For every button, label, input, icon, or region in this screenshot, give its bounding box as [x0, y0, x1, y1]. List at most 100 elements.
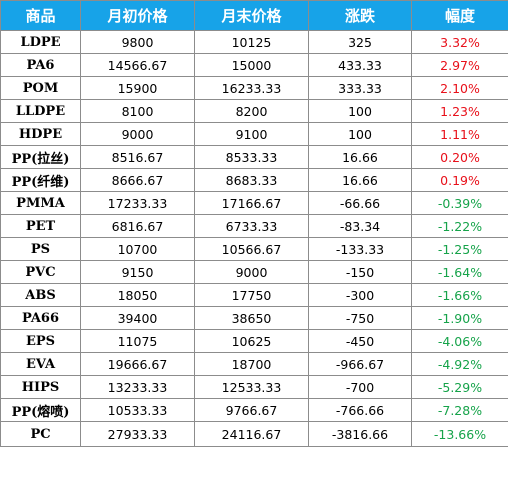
table-row: PA6 14566.67 15000 433.33 2.97% [0, 53, 508, 77]
percent-change-cell: 0.19% [411, 168, 508, 192]
price-table: 商品 月初价格 月末价格 涨跌 幅度 LDPE 9800 10125 325 3.32%… [0, 0, 508, 447]
start-price-cell: 10700 [80, 237, 195, 261]
end-price-cell: 9000 [194, 260, 309, 284]
start-price-cell: 39400 [80, 306, 195, 330]
table-row: HDPE 9000 9100 100 1.11% [0, 122, 508, 146]
commodity-name-cell: POM [0, 76, 81, 100]
table-row: ABS 18050 17750 -300 -1.66% [0, 283, 508, 307]
commodity-name-cell: LDPE [0, 30, 81, 54]
end-price-cell: 8533.33 [194, 145, 309, 169]
change-cell: 333.33 [308, 76, 412, 100]
header-percent: 幅度 [411, 0, 508, 31]
end-price-cell: 17166.67 [194, 191, 309, 215]
start-price-cell: 8100 [80, 99, 195, 123]
commodity-name-cell: PS [0, 237, 81, 261]
start-price-cell: 17233.33 [80, 191, 195, 215]
change-cell: -766.66 [308, 398, 412, 422]
commodity-name-cell: HIPS [0, 375, 81, 399]
percent-change-cell: -7.28% [411, 398, 508, 422]
percent-change-cell: -1.64% [411, 260, 508, 284]
percent-change-cell: -5.29% [411, 375, 508, 399]
percent-change-cell: 2.10% [411, 76, 508, 100]
percent-change-cell: 2.97% [411, 53, 508, 77]
end-price-cell: 24116.67 [194, 421, 309, 447]
commodity-name-cell: PC [0, 421, 81, 447]
table-row: EPS 11075 10625 -450 -4.06% [0, 329, 508, 353]
change-cell: 16.66 [308, 145, 412, 169]
end-price-cell: 12533.33 [194, 375, 309, 399]
end-price-cell: 16233.33 [194, 76, 309, 100]
table-row: POM 15900 16233.33 333.33 2.10% [0, 76, 508, 100]
percent-change-cell: 0.20% [411, 145, 508, 169]
commodity-name-cell: PA6 [0, 53, 81, 77]
commodity-name-cell: PP(拉丝) [0, 145, 81, 169]
table-row: PS 10700 10566.67 -133.33 -1.25% [0, 237, 508, 261]
change-cell: -150 [308, 260, 412, 284]
header-start-price: 月初价格 [80, 0, 195, 31]
header-change: 涨跌 [308, 0, 412, 31]
change-cell: -700 [308, 375, 412, 399]
start-price-cell: 9800 [80, 30, 195, 54]
table-row: PMMA 17233.33 17166.67 -66.66 -0.39% [0, 191, 508, 215]
start-price-cell: 19666.67 [80, 352, 195, 376]
start-price-cell: 18050 [80, 283, 195, 307]
percent-change-cell: -1.25% [411, 237, 508, 261]
percent-change-cell: -0.39% [411, 191, 508, 215]
percent-change-cell: -4.92% [411, 352, 508, 376]
change-cell: -300 [308, 283, 412, 307]
end-price-cell: 9766.67 [194, 398, 309, 422]
start-price-cell: 27933.33 [80, 421, 195, 447]
commodity-name-cell: PMMA [0, 191, 81, 215]
header-end-price: 月末价格 [194, 0, 309, 31]
percent-change-cell: 3.32% [411, 30, 508, 54]
percent-change-cell: 1.11% [411, 122, 508, 146]
commodity-name-cell: LLDPE [0, 99, 81, 123]
end-price-cell: 9100 [194, 122, 309, 146]
commodity-name-cell: PP(熔喷) [0, 398, 81, 422]
commodity-name-cell: EVA [0, 352, 81, 376]
commodity-name-cell: EPS [0, 329, 81, 353]
percent-change-cell: -13.66% [411, 421, 508, 447]
end-price-cell: 17750 [194, 283, 309, 307]
percent-change-cell: -1.22% [411, 214, 508, 238]
change-cell: -450 [308, 329, 412, 353]
end-price-cell: 10625 [194, 329, 309, 353]
table-row: PVC 9150 9000 -150 -1.64% [0, 260, 508, 284]
change-cell: -3816.66 [308, 421, 412, 447]
table-row: PC 27933.33 24116.67 -3816.66 -13.66% [0, 421, 508, 447]
end-price-cell: 6733.33 [194, 214, 309, 238]
table-row: LDPE 9800 10125 325 3.32% [0, 30, 508, 54]
change-cell: -66.66 [308, 191, 412, 215]
change-cell: 433.33 [308, 53, 412, 77]
percent-change-cell: -1.90% [411, 306, 508, 330]
table-row: EVA 19666.67 18700 -966.67 -4.92% [0, 352, 508, 376]
commodity-name-cell: PA66 [0, 306, 81, 330]
start-price-cell: 6816.67 [80, 214, 195, 238]
header-row: 商品 月初价格 月末价格 涨跌 幅度 [0, 0, 508, 31]
start-price-cell: 13233.33 [80, 375, 195, 399]
commodity-name-cell: ABS [0, 283, 81, 307]
end-price-cell: 10566.67 [194, 237, 309, 261]
change-cell: -750 [308, 306, 412, 330]
end-price-cell: 8200 [194, 99, 309, 123]
change-cell: 325 [308, 30, 412, 54]
table-row: PP(熔喷) 10533.33 9766.67 -766.66 -7.28% [0, 398, 508, 422]
start-price-cell: 9150 [80, 260, 195, 284]
commodity-name-cell: PP(纤维) [0, 168, 81, 192]
end-price-cell: 38650 [194, 306, 309, 330]
change-cell: 100 [308, 122, 412, 146]
end-price-cell: 10125 [194, 30, 309, 54]
table-row: PP(拉丝) 8516.67 8533.33 16.66 0.20% [0, 145, 508, 169]
table-row: LLDPE 8100 8200 100 1.23% [0, 99, 508, 123]
start-price-cell: 15900 [80, 76, 195, 100]
change-cell: 16.66 [308, 168, 412, 192]
start-price-cell: 8666.67 [80, 168, 195, 192]
table-row: PP(纤维) 8666.67 8683.33 16.66 0.19% [0, 168, 508, 192]
start-price-cell: 8516.67 [80, 145, 195, 169]
start-price-cell: 10533.33 [80, 398, 195, 422]
end-price-cell: 18700 [194, 352, 309, 376]
commodity-name-cell: PET [0, 214, 81, 238]
start-price-cell: 9000 [80, 122, 195, 146]
end-price-cell: 15000 [194, 53, 309, 77]
change-cell: -83.34 [308, 214, 412, 238]
